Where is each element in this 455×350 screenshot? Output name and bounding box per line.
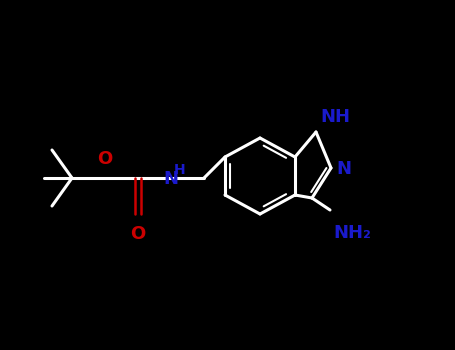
Text: NH: NH bbox=[320, 108, 350, 126]
Text: H: H bbox=[174, 163, 186, 177]
Text: N: N bbox=[163, 170, 178, 188]
Text: NH₂: NH₂ bbox=[333, 224, 371, 242]
Text: O: O bbox=[131, 225, 146, 243]
Text: N: N bbox=[336, 160, 351, 178]
Text: O: O bbox=[97, 150, 113, 168]
